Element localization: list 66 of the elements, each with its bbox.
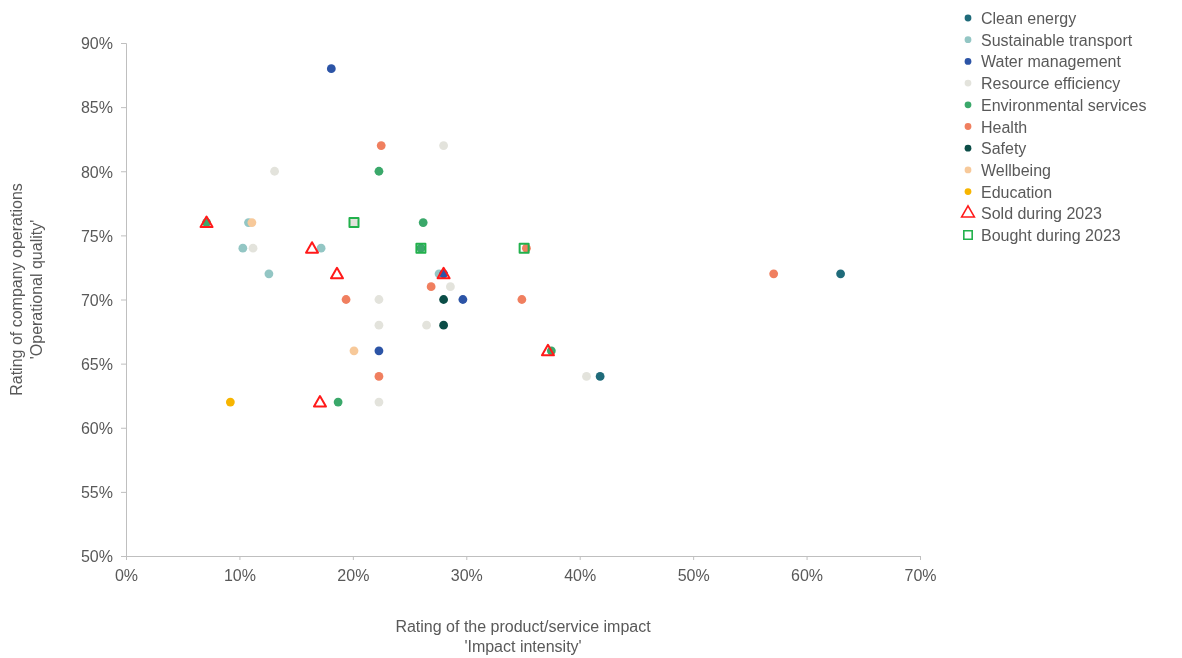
point xyxy=(836,269,845,279)
point xyxy=(422,320,431,330)
point xyxy=(270,166,279,176)
point xyxy=(349,346,359,356)
point xyxy=(439,141,448,150)
y-tick-label: 65% xyxy=(80,355,113,373)
y-tick-label: 80% xyxy=(80,163,113,181)
point xyxy=(316,243,326,253)
legend-label: Education xyxy=(981,183,1053,201)
y-tick-label: 70% xyxy=(80,291,113,309)
point xyxy=(595,372,605,381)
point xyxy=(374,295,384,304)
y-tick-label: 55% xyxy=(80,484,113,502)
legend-label: Wellbeing xyxy=(981,161,1051,179)
x-axis-title: Rating of the product/service impact 'Impact intensity' xyxy=(395,618,652,655)
x-tick-label: 50% xyxy=(677,567,710,585)
point xyxy=(374,320,384,330)
legend-label: Resource efficiency xyxy=(981,75,1121,93)
point xyxy=(225,397,235,407)
point xyxy=(264,269,274,279)
point xyxy=(238,243,248,253)
point xyxy=(376,141,386,150)
x-tick-label: 60% xyxy=(791,567,824,585)
y-tick-label: 90% xyxy=(80,35,113,53)
point xyxy=(458,295,468,304)
point xyxy=(426,282,436,292)
y-tick-label: 85% xyxy=(80,99,113,117)
point xyxy=(439,320,448,330)
point xyxy=(518,242,530,254)
point xyxy=(326,64,336,74)
y-tick-label: 50% xyxy=(80,548,113,566)
point xyxy=(540,343,555,357)
point xyxy=(374,166,384,176)
x-tick-label: 40% xyxy=(564,567,597,585)
point xyxy=(312,395,327,408)
point xyxy=(374,397,384,407)
legend-label: Sold during 2023 xyxy=(981,205,1103,223)
x-tick-label: 30% xyxy=(450,567,483,585)
legend-label: Sustainable transport xyxy=(981,31,1133,49)
legend-label: Bought during 2023 xyxy=(981,227,1121,244)
point xyxy=(374,372,384,381)
point xyxy=(582,372,591,381)
y-tick-label: 60% xyxy=(80,420,113,438)
point xyxy=(247,218,257,227)
legend-label: Safety xyxy=(981,140,1027,158)
point xyxy=(769,269,779,279)
point xyxy=(446,282,455,292)
x-tick-label: 20% xyxy=(337,567,370,585)
legend-label: Clean energy xyxy=(981,10,1077,27)
x-tick-label: 70% xyxy=(904,567,937,585)
x-tick-label: 10% xyxy=(223,567,256,585)
legend-label: Environmental services xyxy=(981,96,1147,114)
point xyxy=(439,295,448,304)
legend-label: Water management xyxy=(981,53,1122,71)
legend-label: Health xyxy=(981,118,1028,136)
point xyxy=(418,218,428,227)
point xyxy=(329,266,344,280)
x-tick-label: 0% xyxy=(114,567,139,585)
y-tick-label: 75% xyxy=(80,227,113,245)
point xyxy=(333,397,343,407)
point xyxy=(341,295,351,304)
y-axis-title: Rating of company operations 'Operational quality' xyxy=(8,183,45,396)
point xyxy=(374,346,384,356)
point xyxy=(248,243,258,253)
point xyxy=(517,295,527,304)
point xyxy=(305,241,320,254)
